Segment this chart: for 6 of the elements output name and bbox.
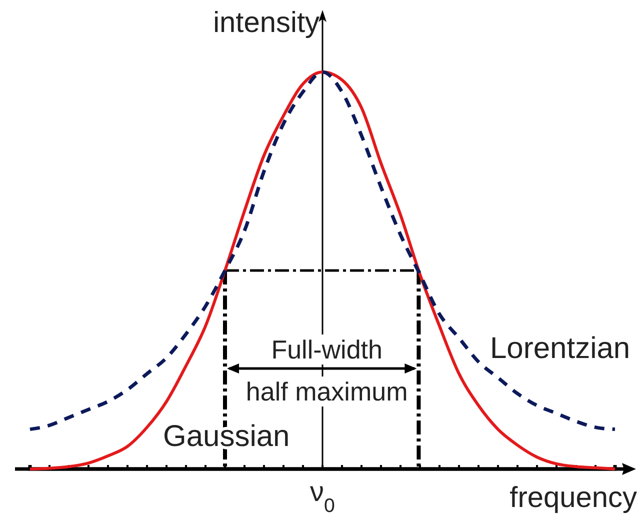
- y-axis-title: intensity: [213, 7, 320, 39]
- x-axis-title: frequency: [510, 482, 638, 514]
- annotation: Full-width half maximum: [246, 334, 408, 406]
- text: ν$_{0}$: [310, 476, 336, 517]
- series-label: Lorentzian: [490, 332, 630, 365]
- series-label: Gaussian: [163, 420, 290, 453]
